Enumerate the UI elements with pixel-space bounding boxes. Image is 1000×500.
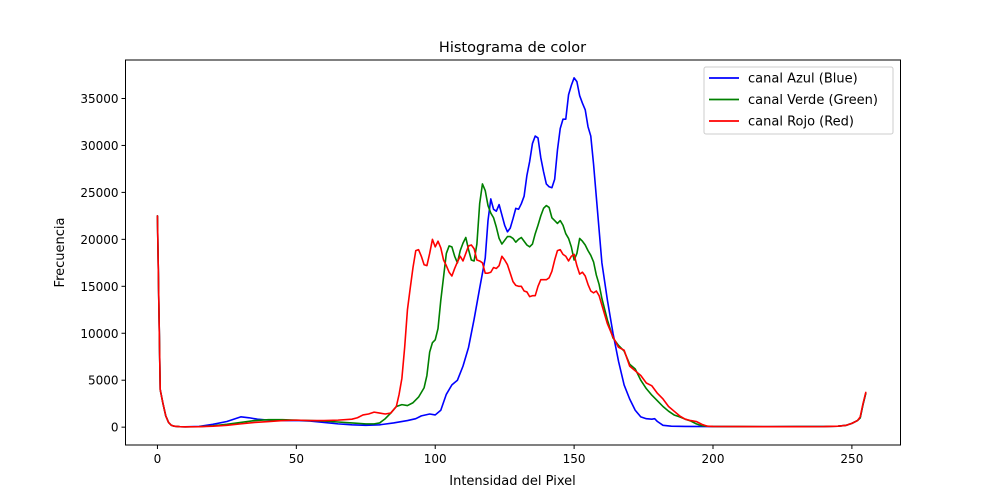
chart-title: Histograma de color	[439, 40, 586, 56]
series-line-1	[156, 183, 867, 428]
y-tick-label: 0	[111, 421, 119, 435]
x-tick-label: 100	[424, 452, 447, 466]
series-line-2	[156, 215, 867, 428]
y-axis-label: Frecuencia	[53, 218, 68, 288]
y-tick-label: 10000	[80, 327, 118, 341]
x-tick-label: 0	[154, 452, 162, 466]
y-axis-ticks: 0 5000 10000 15000 20000 25000 30000 35000	[80, 92, 126, 435]
y-tick-label: 5000	[88, 374, 119, 388]
x-tick-label: 200	[702, 452, 725, 466]
x-axis-ticks: 0 50 100 150 200 250	[154, 445, 863, 466]
legend-label-2: canal Rojo (Red)	[748, 115, 854, 130]
x-tick-label: 150	[563, 452, 586, 466]
y-tick-label: 30000	[80, 139, 118, 153]
series-lines	[156, 77, 867, 428]
legend-box	[703, 66, 894, 135]
y-tick-label: 35000	[80, 92, 118, 106]
x-axis-label: Intensidad del Pixel	[449, 474, 575, 489]
y-tick-label: 25000	[80, 186, 118, 200]
legend-label-1: canal Verde (Green)	[748, 93, 878, 108]
plot-frame	[125, 59, 901, 446]
x-tick-label: 50	[289, 452, 304, 466]
legend: canal Azul (Blue) canal Verde (Green) cana…	[703, 66, 894, 135]
y-tick-label: 15000	[80, 280, 118, 294]
x-tick-label: 250	[840, 452, 863, 466]
legend-label-0: canal Azul (Blue)	[748, 72, 858, 87]
y-tick-label: 20000	[80, 233, 118, 247]
